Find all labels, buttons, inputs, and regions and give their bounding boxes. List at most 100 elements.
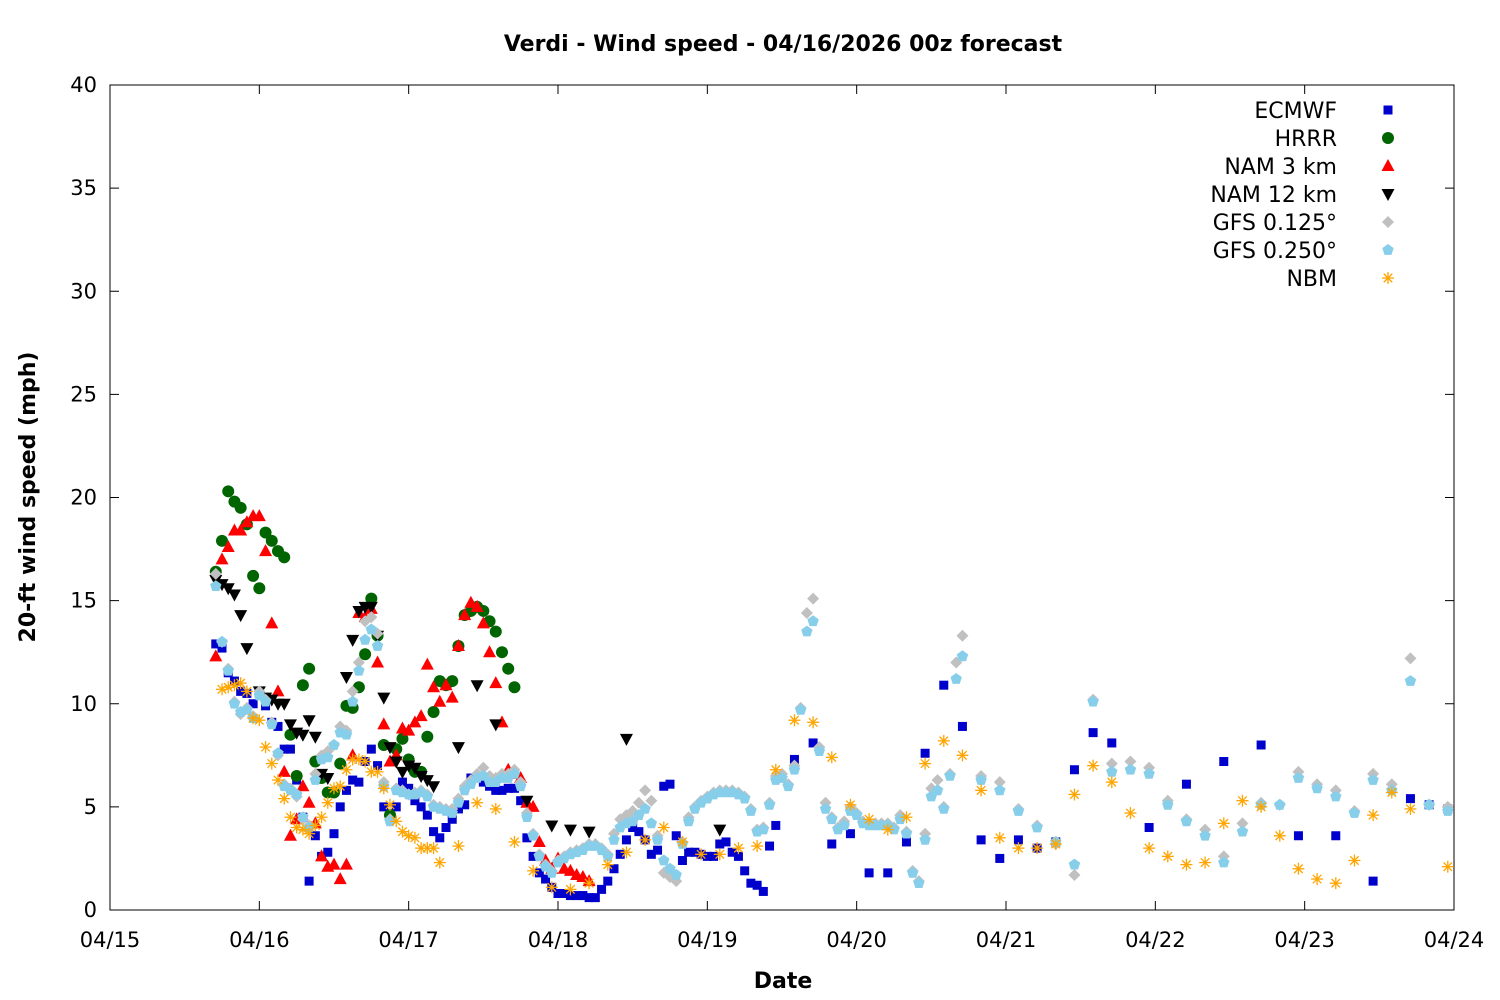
data-point-gfs-0-250 [533,850,545,862]
asterisk-stroke [677,837,688,847]
asterisk-stroke [385,800,395,810]
asterisk-stroke [397,826,408,837]
data-point-ecmwf [273,721,283,731]
data-point-ecmwf [435,833,445,843]
data-point-gfs-0-250 [1012,805,1025,816]
x-tick-label: 04/16 [229,928,290,952]
asterisk-stroke [715,849,725,860]
data-point-nam-3-km [420,657,434,670]
data-point-ecmwf [335,802,345,812]
data-point-nbm [1255,800,1268,813]
data-point-gfs-0-250 [838,819,850,831]
data-point-gfs-0-250 [670,868,682,880]
asterisk-stroke [864,814,874,824]
data-point-ecmwf [516,796,526,806]
data-point-ecmwf [827,839,837,849]
data-point-nam-12-km [352,605,366,618]
data-point-ecmwf [1368,876,1378,886]
data-point-gfs-0-250 [801,625,813,637]
x-tick-label: 04/15 [80,928,141,952]
data-point-gfs-0-250 [776,772,788,783]
data-point-nbm [296,823,309,836]
asterisk-stroke [491,804,501,814]
data-point-nam-12-km [383,742,397,755]
data-point-nbm [1311,873,1324,886]
x-tick-label: 04/22 [1125,928,1186,952]
data-point-nbm [769,763,782,776]
data-point-ecmwf [553,889,563,898]
data-point-nbm [240,685,253,698]
data-point-nbm [993,831,1006,844]
data-point-nam-12-km [420,775,434,788]
plot-border [109,84,1455,911]
data-point-ecmwf [746,878,756,888]
data-point-gfs-0-250 [1031,821,1043,833]
data-point-hrrr [216,534,228,547]
data-point-ecmwf [957,721,967,731]
data-point-gfs-0-250 [913,877,925,888]
data-point-hrrr [359,648,372,661]
data-point-ecmwf [1088,728,1098,738]
data-point-gfs-0-250 [819,802,832,814]
data-point-gfs-0-250 [1274,798,1286,810]
data-point-nbm [1143,842,1156,855]
data-point-gfs-0-250 [782,780,794,792]
data-point-gfs-0-125 [956,629,969,642]
data-point-gfs-0-250 [1068,858,1081,870]
asterisk-stroke [752,841,762,851]
asterisk-stroke [304,828,314,839]
data-point-nbm [937,734,950,747]
data-point-gfs-0-250 [1367,774,1379,785]
data-point-nbm [732,842,745,855]
data-point-gfs-0-125 [209,567,222,580]
data-point-gfs-0-250 [1442,805,1454,816]
asterisk-stroke [316,812,327,822]
asterisk-stroke [547,882,557,893]
data-point-nam-3-km [427,680,441,693]
data-point-nbm [309,819,322,832]
asterisk-stroke [235,678,246,688]
data-point-ecmwf [665,779,675,789]
data-point-ecmwf [845,829,855,839]
data-point-nam-3-km [271,684,285,697]
data-point-nbm [713,848,726,861]
data-point-nbm [340,763,353,776]
data-point-ecmwf [920,748,930,758]
asterisk-stroke [335,781,345,791]
data-point-nam-3-km [439,678,453,691]
data-point-nam-3-km [563,863,577,876]
data-point-gfs-0-250 [639,802,651,814]
data-point-nbm [1404,802,1417,815]
data-point-gfs-0-250 [266,718,278,730]
data-point-ecmwf [1331,831,1341,841]
data-point-ecmwf [348,775,358,785]
data-point-hrrr [265,534,278,547]
asterisk-stroke [733,843,744,853]
data-point-gfs-0-250 [452,796,465,808]
data-point-nam-3-km [277,764,291,777]
data-point-ecmwf [534,868,544,878]
data-point-gfs-0-250 [546,866,558,878]
asterisk-stroke [883,824,893,835]
asterisk-stroke [995,833,1005,843]
y-axis-title: 20-ft wind speed (mph) [16,352,41,643]
data-point-nam-12-km [470,680,484,693]
data-point-nbm [788,714,801,727]
data-point-ecmwf [279,744,289,754]
data-point-hrrr [427,706,440,718]
data-point-hrrr [247,569,260,582]
asterisk-stroke [1125,808,1136,818]
data-point-gfs-0-250 [757,823,769,835]
data-point-nam-3-km [265,616,279,629]
y-tick-label: 40 [70,73,97,97]
data-point-gfs-0-250 [931,784,944,796]
data-point-ecmwf [771,820,781,830]
data-point-ecmwf [447,814,457,824]
data-point-gfs-0-250 [322,751,334,763]
asterisk-stroke [696,849,706,860]
data-point-gfs-0-250 [1236,825,1249,837]
data-point-ecmwf [285,744,295,754]
data-point-ecmwf [995,853,1005,863]
data-point-ecmwf [236,686,246,696]
data-point-ecmwf [528,851,538,861]
